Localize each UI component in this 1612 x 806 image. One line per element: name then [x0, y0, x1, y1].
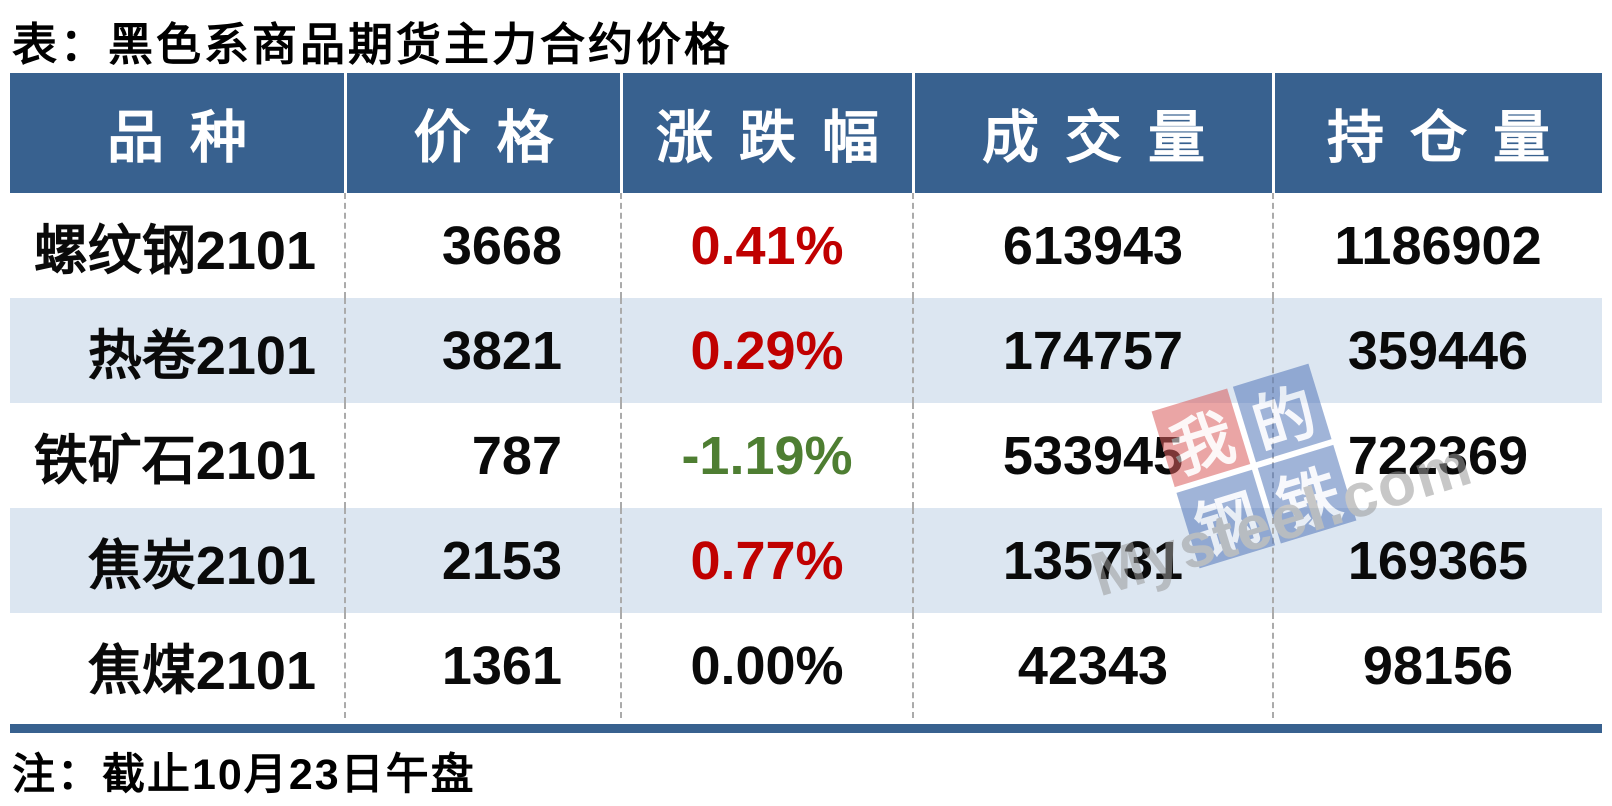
change-cell: -1.19%: [620, 403, 912, 508]
table-title: 表：黑色系商品期货主力合约价格: [12, 19, 733, 70]
column-header-change: 涨跌幅: [620, 73, 912, 193]
open-interest-cell: 722369: [1272, 403, 1602, 508]
open-interest-cell: 169365: [1272, 508, 1602, 613]
open-interest-cell: 359446: [1272, 298, 1602, 403]
futures-price-table: 品种 价格 涨跌幅 成交量 持仓量 螺纹钢2101 3668 0.41% 613…: [10, 73, 1602, 718]
footnote: 注：截止10月23日午盘: [12, 751, 476, 799]
column-header-open-interest: 持仓量: [1272, 73, 1602, 193]
variety-cell: 热卷2101: [87, 326, 316, 386]
column-header-label: 价格: [413, 107, 580, 170]
volume-cell: 613943: [912, 193, 1272, 298]
variety-cell: 焦炭2101: [87, 536, 316, 596]
change-cell: 0.29%: [620, 298, 912, 403]
column-header-variety: 品种: [10, 73, 344, 193]
table-row: 铁矿石2101 787 -1.19% 533945 722369: [10, 403, 1602, 508]
change-cell: 0.41%: [620, 193, 912, 298]
column-header-label: 品种: [107, 107, 273, 170]
change-cell: 0.77%: [620, 508, 912, 613]
volume-cell: 42343: [912, 613, 1272, 718]
column-header-label: 涨跌幅: [656, 107, 905, 170]
column-header-volume: 成交量: [912, 73, 1272, 193]
table-header-row: 品种 价格 涨跌幅 成交量 持仓量: [10, 73, 1602, 193]
divider-bar: [10, 724, 1602, 733]
price-cell: 1361: [344, 613, 620, 718]
table-row: 焦炭2101 2153 0.77% 135731 169365: [10, 508, 1602, 613]
column-header-label: 成交量: [982, 107, 1231, 170]
variety-cell: 铁矿石2101: [33, 431, 316, 491]
price-cell: 2153: [344, 508, 620, 613]
column-header-price: 价格: [344, 73, 620, 193]
price-cell: 787: [344, 403, 620, 508]
change-cell: 0.00%: [620, 613, 912, 718]
table-row: 焦煤2101 1361 0.00% 42343 98156: [10, 613, 1602, 718]
volume-cell: 135731: [912, 508, 1272, 613]
price-cell: 3668: [344, 193, 620, 298]
column-header-label: 持仓量: [1327, 107, 1576, 170]
open-interest-cell: 1186902: [1272, 193, 1602, 298]
open-interest-cell: 98156: [1272, 613, 1602, 718]
volume-cell: 533945: [912, 403, 1272, 508]
table-row: 热卷2101 3821 0.29% 174757 359446: [10, 298, 1602, 403]
table-row: 螺纹钢2101 3668 0.41% 613943 1186902: [10, 193, 1602, 298]
variety-cell: 焦煤2101: [87, 641, 316, 701]
price-cell: 3821: [344, 298, 620, 403]
volume-cell: 174757: [912, 298, 1272, 403]
variety-cell: 螺纹钢2101: [33, 221, 316, 281]
